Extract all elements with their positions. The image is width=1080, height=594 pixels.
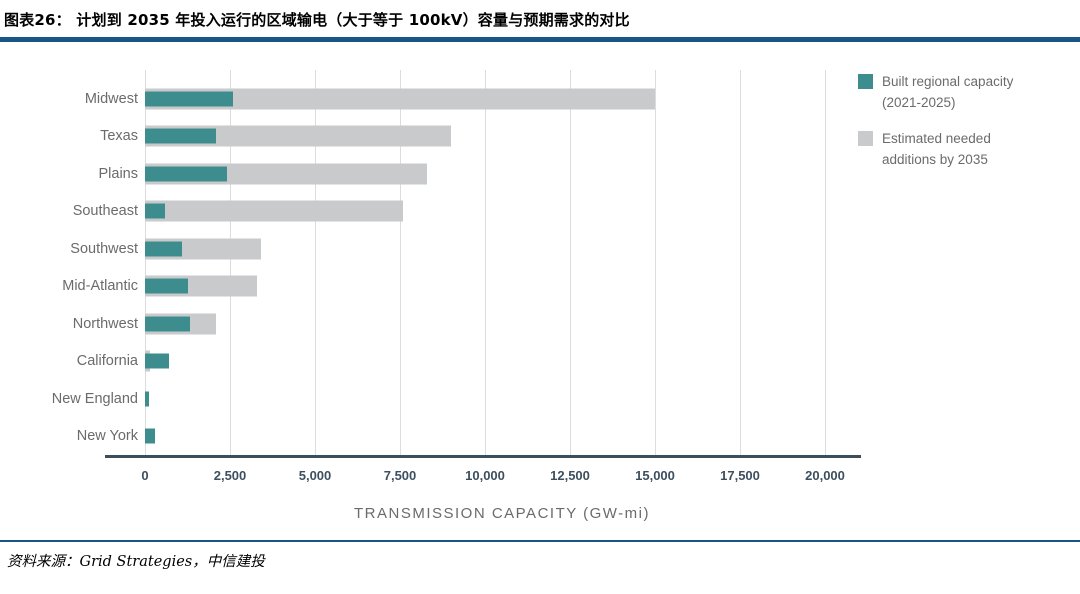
bar-row <box>145 80 859 118</box>
category-label: New England <box>51 390 138 407</box>
built-capacity-bar <box>145 428 155 444</box>
category-label: Northwest <box>72 315 138 332</box>
bar-row <box>145 380 859 418</box>
bar-row <box>145 118 859 156</box>
x-tick-label: 15,000 <box>635 468 675 483</box>
chart-legend: Built regional capacity (2021-2025) Estim… <box>858 72 1038 171</box>
plot-area <box>145 70 859 457</box>
needed-additions-bar <box>145 200 404 222</box>
built-capacity-bar <box>145 91 234 107</box>
title-divider-rule <box>0 37 1080 42</box>
category-label: Midwest <box>84 90 138 107</box>
built-capacity-bar <box>145 203 166 219</box>
needed-additions-bar <box>145 125 451 147</box>
gridline <box>740 70 741 457</box>
gridline <box>315 70 316 457</box>
x-tick-label: 0 <box>141 468 149 483</box>
gridline <box>655 70 656 457</box>
bar-row <box>145 155 859 193</box>
bar-row <box>145 268 859 306</box>
x-tick-label: 10,000 <box>465 468 505 483</box>
x-tick-label: 17,500 <box>720 468 760 483</box>
footer-divider-rule <box>0 540 1080 542</box>
category-axis-labels: Midwest Texas Plains Southeast Southwest Mid-… <box>0 70 138 457</box>
built-capacity-bar <box>145 353 169 369</box>
category-label: California <box>76 353 138 370</box>
built-capacity-bar <box>145 166 227 182</box>
category-label: Mid-Atlantic <box>62 278 138 295</box>
x-tick-label: 5,000 <box>298 468 332 483</box>
category-label: Southwest <box>70 240 138 257</box>
gridline <box>825 70 826 457</box>
gridline <box>145 70 146 457</box>
needed-additions-bar <box>145 88 655 110</box>
bar-row <box>145 230 859 268</box>
legend-label: Built regional capacity (2021-2025) <box>882 74 1014 110</box>
legend-swatch-icon <box>858 130 873 146</box>
gridline <box>485 70 486 457</box>
x-tick-label: 12,500 <box>550 468 590 483</box>
bar-rows-layer <box>145 70 859 457</box>
category-label: Texas <box>100 128 138 145</box>
gridline <box>570 70 571 457</box>
x-tick-label: 7,500 <box>383 468 417 483</box>
x-tick-label: 2,500 <box>213 468 247 483</box>
source-attribution: 资料来源：Grid Strategies，中信建投 <box>7 554 265 570</box>
bar-row <box>145 418 859 456</box>
bar-row <box>145 343 859 381</box>
category-label: Plains <box>98 165 139 182</box>
legend-label: Estimated needed additions by 2035 <box>882 130 991 167</box>
x-axis-tick-labels: 0 2,500 5,000 7,500 10,000 12,500 15,000 17,500… <box>141 468 859 486</box>
bar-row <box>145 193 859 231</box>
gridline <box>400 70 401 457</box>
x-tick-label: 20,000 <box>805 468 845 483</box>
x-axis-line <box>105 455 861 458</box>
category-label: Southeast <box>72 203 138 220</box>
legend-item: Estimated needed additions by 2035 <box>858 129 1038 171</box>
bar-row <box>145 305 859 343</box>
built-capacity-bar <box>145 316 191 332</box>
x-axis-title: TRANSMISSION CAPACITY (GW-mi) <box>353 505 650 522</box>
category-label: New York <box>76 428 138 445</box>
legend-swatch-icon <box>858 74 873 89</box>
built-capacity-bar <box>145 278 189 294</box>
chart-title: 图表26： 计划到 2035 年投入运行的区域输电（大于等于 100kV）容量与… <box>4 11 630 29</box>
built-capacity-bar <box>145 128 217 144</box>
built-capacity-bar <box>145 391 150 407</box>
legend-item: Built regional capacity (2021-2025) <box>858 72 1038 114</box>
gridline <box>230 70 231 457</box>
built-capacity-bar <box>145 241 183 257</box>
